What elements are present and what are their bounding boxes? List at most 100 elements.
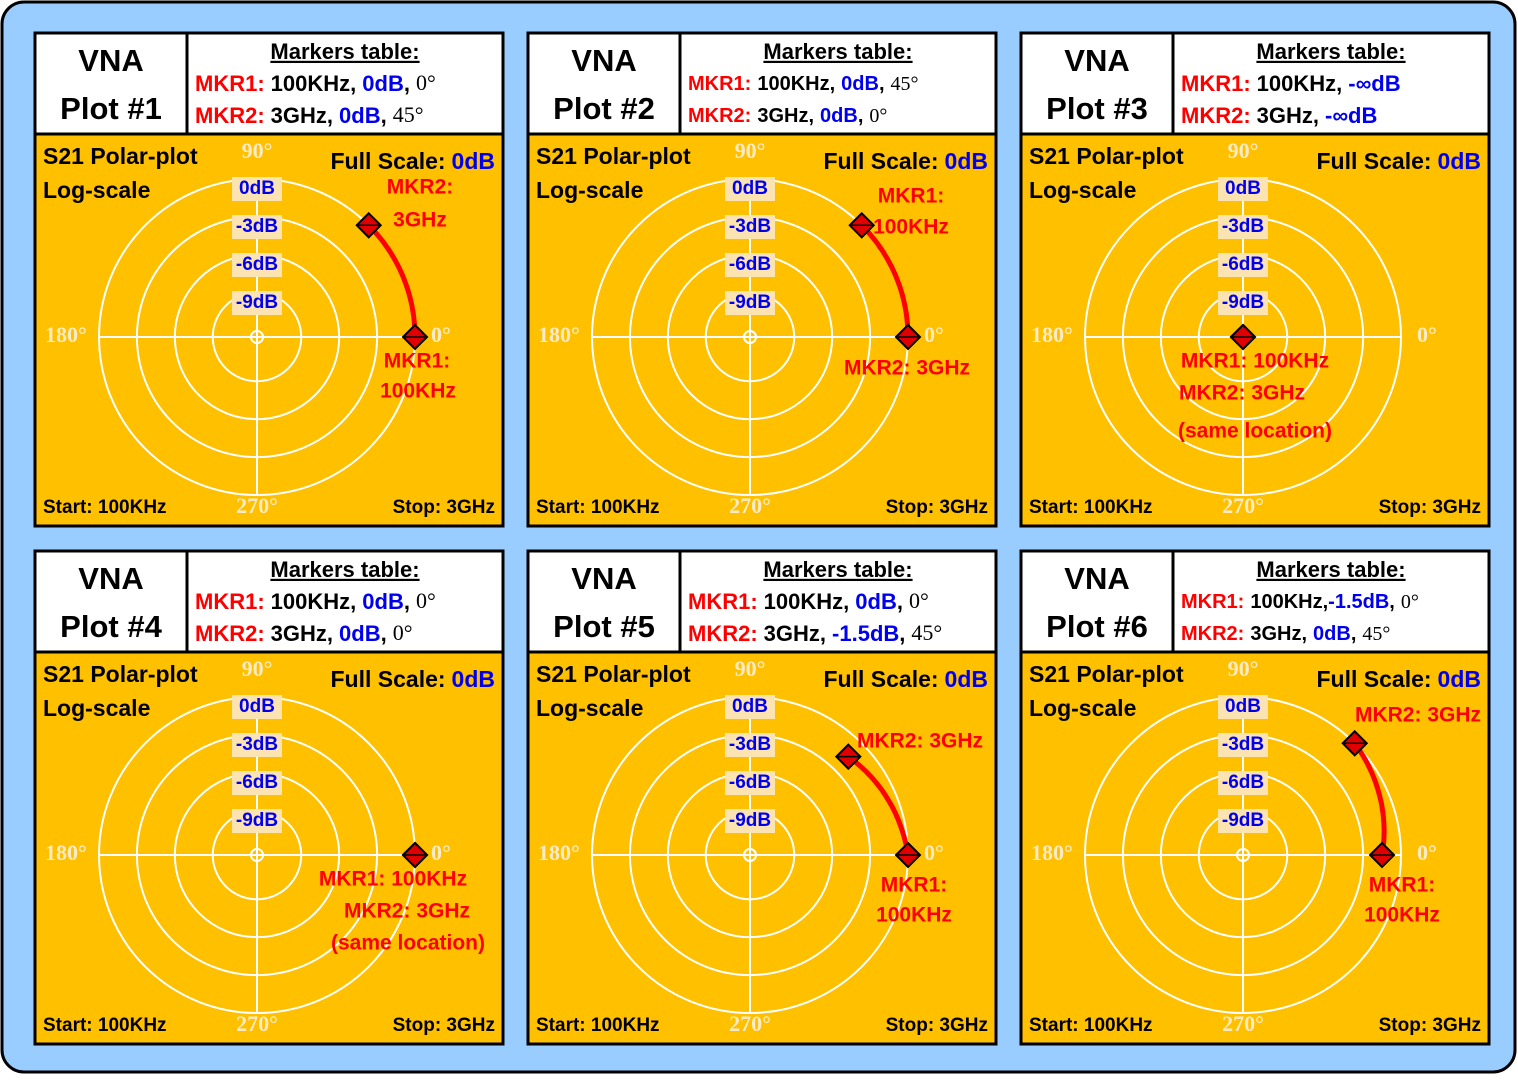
plot-title: Log-scale xyxy=(43,695,150,721)
ring-label: -3dB xyxy=(236,734,278,755)
marker-mag: 0dB xyxy=(1313,623,1351,645)
plot-title: Log-scale xyxy=(536,177,643,203)
full-scale-value: 0dB xyxy=(1438,666,1481,692)
marker-mag: 0dB xyxy=(339,621,381,646)
plot-title: Log-scale xyxy=(1029,177,1136,203)
ring-label: 0dB xyxy=(1225,696,1261,717)
ring-label-bg xyxy=(232,809,282,833)
plot-title: S21 Polar-plot xyxy=(536,143,691,169)
plot-title: Log-scale xyxy=(1029,695,1136,721)
ring-label-bg xyxy=(1218,177,1268,201)
full-scale-label: Full Scale: xyxy=(331,666,446,692)
marker-angle: 45° xyxy=(891,73,919,95)
ring-label-bg xyxy=(232,733,282,757)
ring-label-bg xyxy=(1218,809,1268,833)
panel-title: VNA xyxy=(78,43,143,78)
marker-mag: -1.5dB xyxy=(1328,591,1389,613)
separator: , xyxy=(381,103,387,128)
marker-mag: 0dB xyxy=(855,589,897,614)
plot-title: Log-scale xyxy=(43,177,150,203)
header xyxy=(1019,31,1491,136)
ring-label: -6dB xyxy=(729,772,771,793)
marker-angle: 0° xyxy=(416,588,436,613)
marker-name: MKR2: xyxy=(195,103,265,128)
separator: , xyxy=(404,71,410,96)
full-scale-value: 0dB xyxy=(945,666,988,692)
marker-row: MKR2: 3GHz, 0dB, 45° xyxy=(1181,623,1390,646)
angle-label: 90° xyxy=(735,656,766,681)
panel-title: VNA xyxy=(1064,561,1129,596)
ring-label-bg xyxy=(725,695,775,719)
ring-label-bg xyxy=(1218,253,1268,277)
marker-row: MKR1: 100KHz, 0dB, 0° xyxy=(195,588,436,614)
angle-label: 270° xyxy=(1222,493,1264,518)
annotation: (same location) xyxy=(1178,420,1332,443)
marker-freq: 3GHz, xyxy=(271,621,333,646)
marker-row: MKR2: 3GHz, -∞dB xyxy=(1181,103,1377,128)
ring-label-bg xyxy=(232,695,282,719)
trace xyxy=(846,754,911,856)
ring-label-bg xyxy=(1218,215,1268,239)
separator: , xyxy=(1351,623,1357,645)
marker-angle: 45° xyxy=(911,620,942,645)
annotation: MKR2: xyxy=(387,176,454,199)
marker-row: MKR2: 3GHz, -1.5dB, 45° xyxy=(688,620,942,646)
annotation: MKR1: xyxy=(878,185,945,208)
annotation: MKR2: 3GHz xyxy=(1355,704,1481,727)
plot-title: S21 Polar-plot xyxy=(43,143,198,169)
ring-label: 0dB xyxy=(1225,178,1261,199)
angle-label: 270° xyxy=(236,493,278,518)
ring-label-bg xyxy=(725,291,775,315)
annotation: 100KHz xyxy=(380,380,456,403)
full-scale: Full Scale: 0dB xyxy=(1317,148,1482,174)
trace xyxy=(366,223,418,337)
marker-name: MKR2: xyxy=(1181,103,1251,128)
ring-label: -6dB xyxy=(729,254,771,275)
marker-name: MKR2: xyxy=(688,621,758,646)
panel-title: VNA xyxy=(571,561,636,596)
angle-label: 180° xyxy=(1031,322,1073,347)
marker-name: MKR1: xyxy=(688,589,758,614)
start-label: Start: 100KHz xyxy=(1029,1015,1153,1036)
stop-label: Stop: 3GHz xyxy=(393,1015,495,1036)
angle-label: 0° xyxy=(1417,322,1437,347)
marker-freq: 3GHz, xyxy=(1257,103,1319,128)
angle-label: 270° xyxy=(729,493,771,518)
ring-label: 0dB xyxy=(239,696,275,717)
ring-label: -9dB xyxy=(729,292,771,313)
annotation: 100KHz xyxy=(876,904,952,927)
ring-label-bg xyxy=(725,215,775,239)
stop-label: Stop: 3GHz xyxy=(1379,1015,1481,1036)
ring-label-bg xyxy=(725,733,775,757)
panel-title: Plot #2 xyxy=(553,91,655,126)
angle-label: 180° xyxy=(45,322,87,347)
ring-label: -9dB xyxy=(236,292,278,313)
marker-freq: 100KHz, xyxy=(764,589,850,614)
ring-label: -3dB xyxy=(729,216,771,237)
marker-angle: 0° xyxy=(416,70,436,95)
stop-label: Stop: 3GHz xyxy=(886,1015,988,1036)
panel-title: Plot #1 xyxy=(60,91,162,126)
full-scale: Full Scale: 0dB xyxy=(1317,666,1482,692)
full-scale: Full Scale: 0dB xyxy=(331,148,496,174)
separator: , xyxy=(1389,591,1395,613)
angle-label: 180° xyxy=(538,840,580,865)
panel-title: Plot #4 xyxy=(60,609,162,644)
table-title: Markers table: xyxy=(763,557,912,582)
header xyxy=(33,31,505,136)
angle-label: 270° xyxy=(236,1011,278,1036)
annotation: 100KHz xyxy=(1364,904,1440,927)
marker-name: MKR2: xyxy=(1181,623,1244,645)
angle-label: 0° xyxy=(431,322,451,347)
full-scale: Full Scale: 0dB xyxy=(824,666,989,692)
ring-label: -3dB xyxy=(236,216,278,237)
ring-label: 0dB xyxy=(239,178,275,199)
angle-label: 90° xyxy=(735,138,766,163)
annotation: MKR2: 3GHz xyxy=(344,900,470,923)
annotation: MKR2: 3GHz xyxy=(844,357,970,380)
ring-label: -6dB xyxy=(1222,772,1264,793)
